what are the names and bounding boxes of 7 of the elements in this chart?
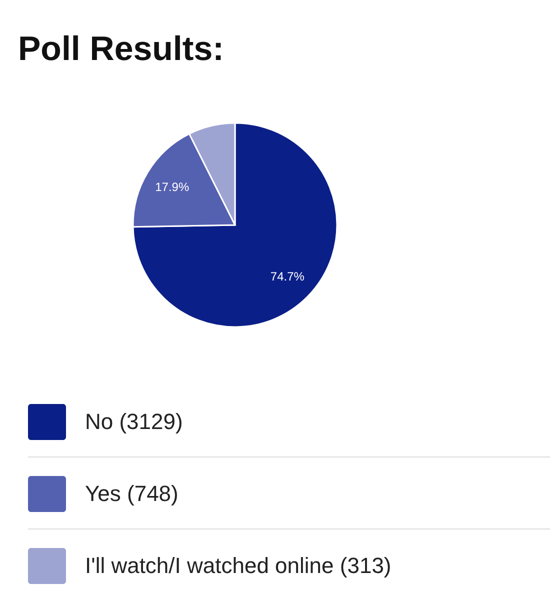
data-label: 17.9% — [155, 180, 190, 194]
data-label: 74.7% — [270, 269, 305, 284]
legend-label: No (3129) — [85, 409, 183, 434]
chart-title: Poll Results: — [18, 30, 224, 68]
pie-slice — [132, 122, 338, 328]
legend-label: Yes (748) — [85, 481, 178, 506]
legend-label: I'll watch/I watched online (313) — [85, 553, 392, 578]
